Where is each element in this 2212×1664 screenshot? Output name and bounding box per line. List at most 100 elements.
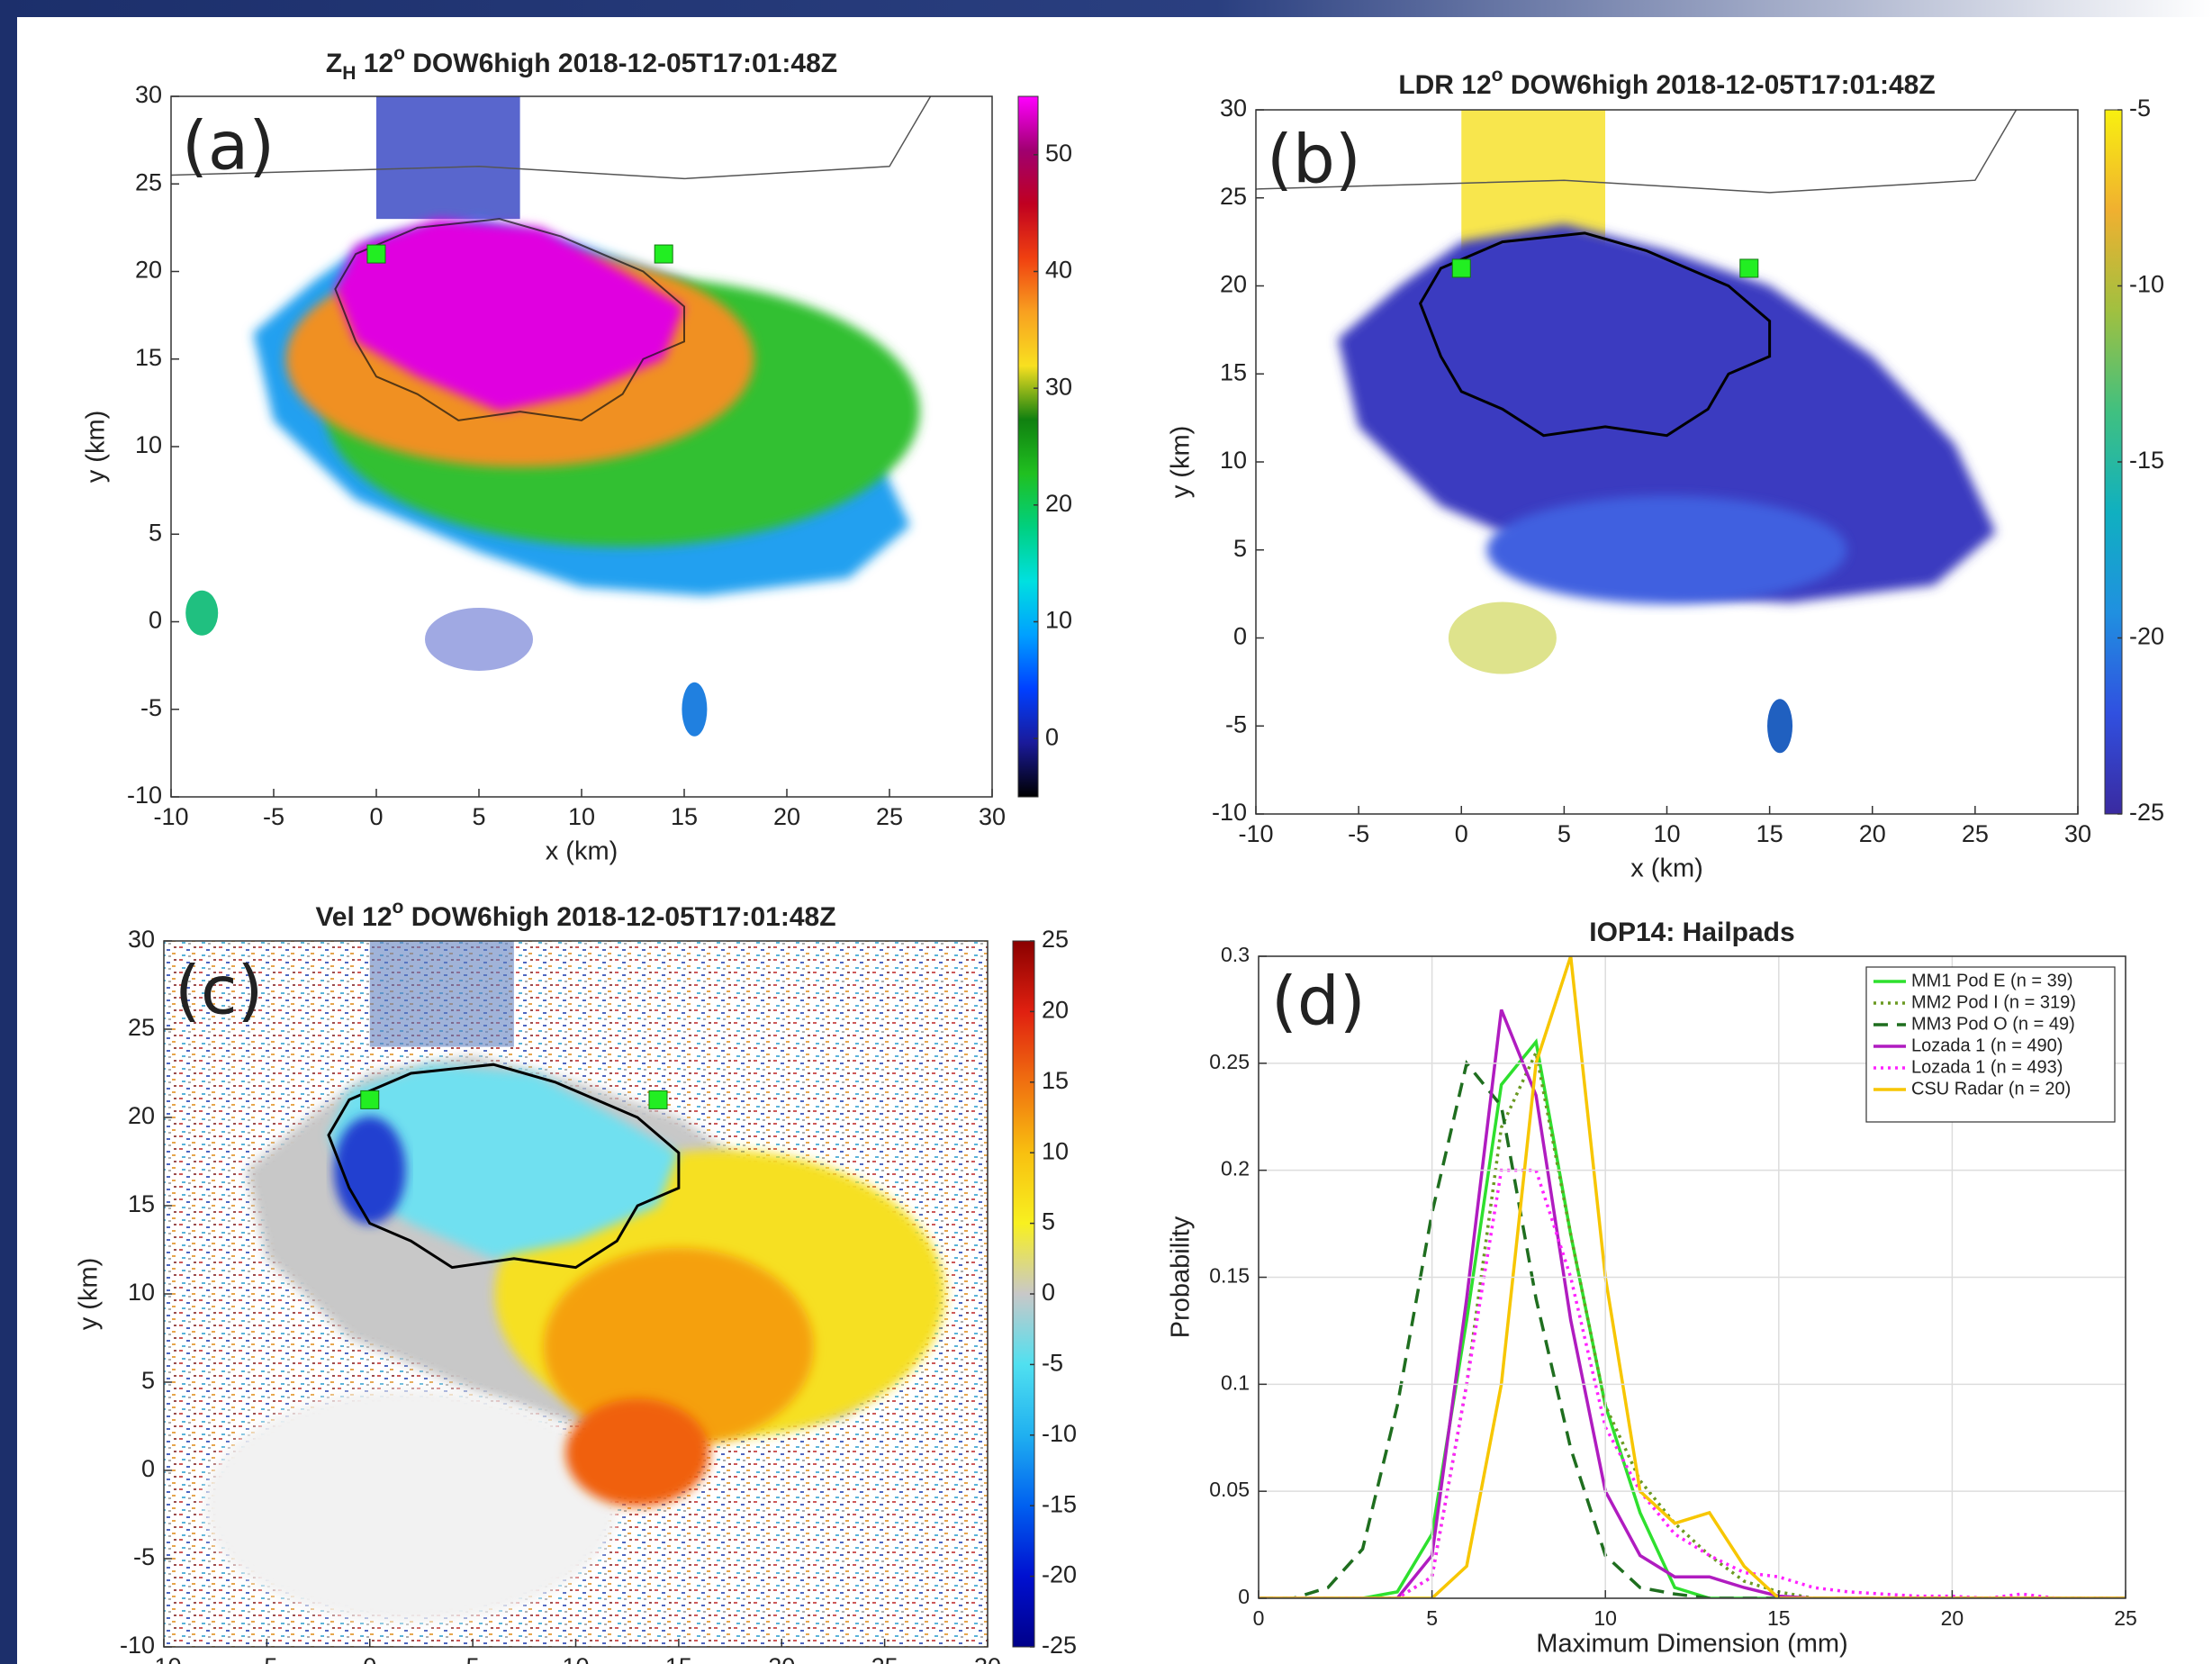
x-tick-label: 0 [1455,820,1468,847]
colorbar-tick-label: -25 [2129,799,2164,826]
x-tick-label: 5 [1426,1606,1438,1630]
x-tick-label: 0 [369,803,383,830]
site-marker [1739,258,1759,278]
title-part: o [393,43,405,64]
x-tick-label: -5 [263,803,284,830]
x-tick-label: 10 [562,1653,589,1664]
x-tick-label: 15 [1756,820,1783,847]
y-tick-label: 0.05 [1209,1478,1250,1501]
y-tick-label: 10 [128,1279,155,1306]
y-tick-label: 0.25 [1209,1050,1250,1073]
x-tick-label: -10 [153,803,188,830]
y-tick-label: 30 [128,926,155,953]
x-tick-label: 10 [568,803,595,830]
x-tick-label: 25 [871,1653,898,1664]
echo-dark-orange [565,1398,710,1507]
boundary [171,96,932,180]
legend-label: MM3 Pod O (n = 49) [1911,1014,2075,1034]
colorbar-tick-label: 20 [1042,997,1069,1024]
plot-area [1259,956,2126,1598]
x-tick-label: 5 [1557,820,1571,847]
colorbar-tick-label: -25 [1042,1632,1077,1659]
x-tick-label: 15 [1767,1606,1791,1630]
line-chart-panel: 0 5 10 15 20 25 0 0.05 0.1 0.15 0.2 0.25 0.3 IOP14: H… [1167,918,2137,1659]
x-tick-label: 25 [1962,820,1989,847]
colorbar-tick-label: -15 [2129,447,2164,474]
colorbar-tick-label: -20 [1042,1561,1077,1588]
x-tick-label: 10 [1594,1606,1617,1630]
x-axis-label: Maximum Dimension (mm) [1536,1630,1847,1659]
echo-cluster [1448,601,1557,674]
x-tick-label: 20 [768,1653,795,1664]
plot-area [1256,110,2018,754]
echo-small [1767,699,1793,754]
echo-orange [543,1247,814,1446]
y-tick-label: 0.2 [1221,1157,1250,1180]
yellow-strip [1461,110,1606,251]
echo-cyan [329,1064,679,1259]
x-tick-label: 0 [363,1653,376,1664]
left-border [0,0,17,1664]
colorbar-tick-label: 40 [1045,257,1072,284]
x-tick-label: 10 [1653,820,1680,847]
title-part: o [393,897,404,918]
x-tick-label: 30 [979,803,1006,830]
x-tick-label: -5 [1348,820,1369,847]
site-marker [360,1090,380,1109]
y-tick-label: -5 [140,694,162,721]
boundary [1256,110,2018,194]
y-tick-label: 0 [141,1455,155,1482]
legend-label: MM2 Pod I (n = 319) [1911,992,2076,1012]
x-axis-label: x (km) [546,837,618,866]
x-tick-label: 20 [1859,820,1886,847]
y-tick-label: 0 [1238,1585,1250,1608]
y-tick-label: 15 [128,1190,155,1217]
y-tick-label: 20 [128,1102,155,1129]
y-tick-label: -10 [1212,799,1247,826]
plot-area [171,96,932,737]
echo-lightblue [1486,495,1847,604]
legend-box [1865,966,2116,1123]
y-axis-label: y (km) [82,411,111,484]
y-axis-label: y (km) [75,1258,104,1331]
y-axis-label: Probability [1167,1216,1196,1338]
colorbar-tick-label: 10 [1045,607,1072,634]
colorbar-tick-label: 15 [1042,1067,1069,1094]
chart-title: LDR 12o DOW6high 2018-12-05T17:01:48Z [1398,65,1935,100]
y-tick-label: 30 [135,81,162,108]
panel-label: (b) [1267,122,1361,199]
colorbar [1017,95,1039,798]
y-tick-label: -5 [1225,710,1247,737]
y-axis-label: y (km) [1167,426,1196,499]
y-tick-label: -5 [133,1543,155,1570]
colorbar-tick-label: 50 [1045,140,1072,167]
y-tick-label: 25 [1220,183,1247,210]
x-tick-label: 25 [876,803,903,830]
contour [327,1063,681,1270]
colorbar-tick-label: -5 [1042,1350,1063,1377]
x-tick-label: -10 [146,1653,181,1664]
site-marker [648,1090,668,1109]
series-line [1259,956,2126,1598]
series-line [1259,1037,2126,1598]
x-tick-label: 30 [974,1653,1001,1664]
title-part: o [1492,65,1503,86]
echo-small [185,590,219,636]
colorbar-tick-label: 0 [1045,723,1059,750]
title-part: Vel 12 [315,902,392,932]
chart-title: ZH 12o DOW6high 2018-12-05T17:01:48Z [326,43,837,84]
plot-area [164,941,988,1647]
echo-small [682,682,708,737]
legend-label: Lozada 1 (n = 493) [1911,1057,2063,1077]
colorbar-tick-label: 5 [1042,1208,1055,1235]
x-tick-label: 30 [2064,820,2091,847]
y-tick-label: 25 [135,168,162,195]
radar-panel: -10 -5 0 5 10 15 20 25 30 -10 -5 0 5 10 15 20 25 30 Vel 12… [75,897,1077,1664]
legend-label: CSU Radar (n = 20) [1911,1079,2071,1099]
y-tick-label: 20 [135,257,162,284]
y-tick-label: -10 [120,1632,155,1659]
chart-title: IOP14: Hailpads [1589,918,1794,947]
panel-label: (d) [1271,963,1366,1041]
colorbar-tick-label: -15 [1042,1490,1077,1517]
colorbar-tick-label: 30 [1045,373,1072,400]
